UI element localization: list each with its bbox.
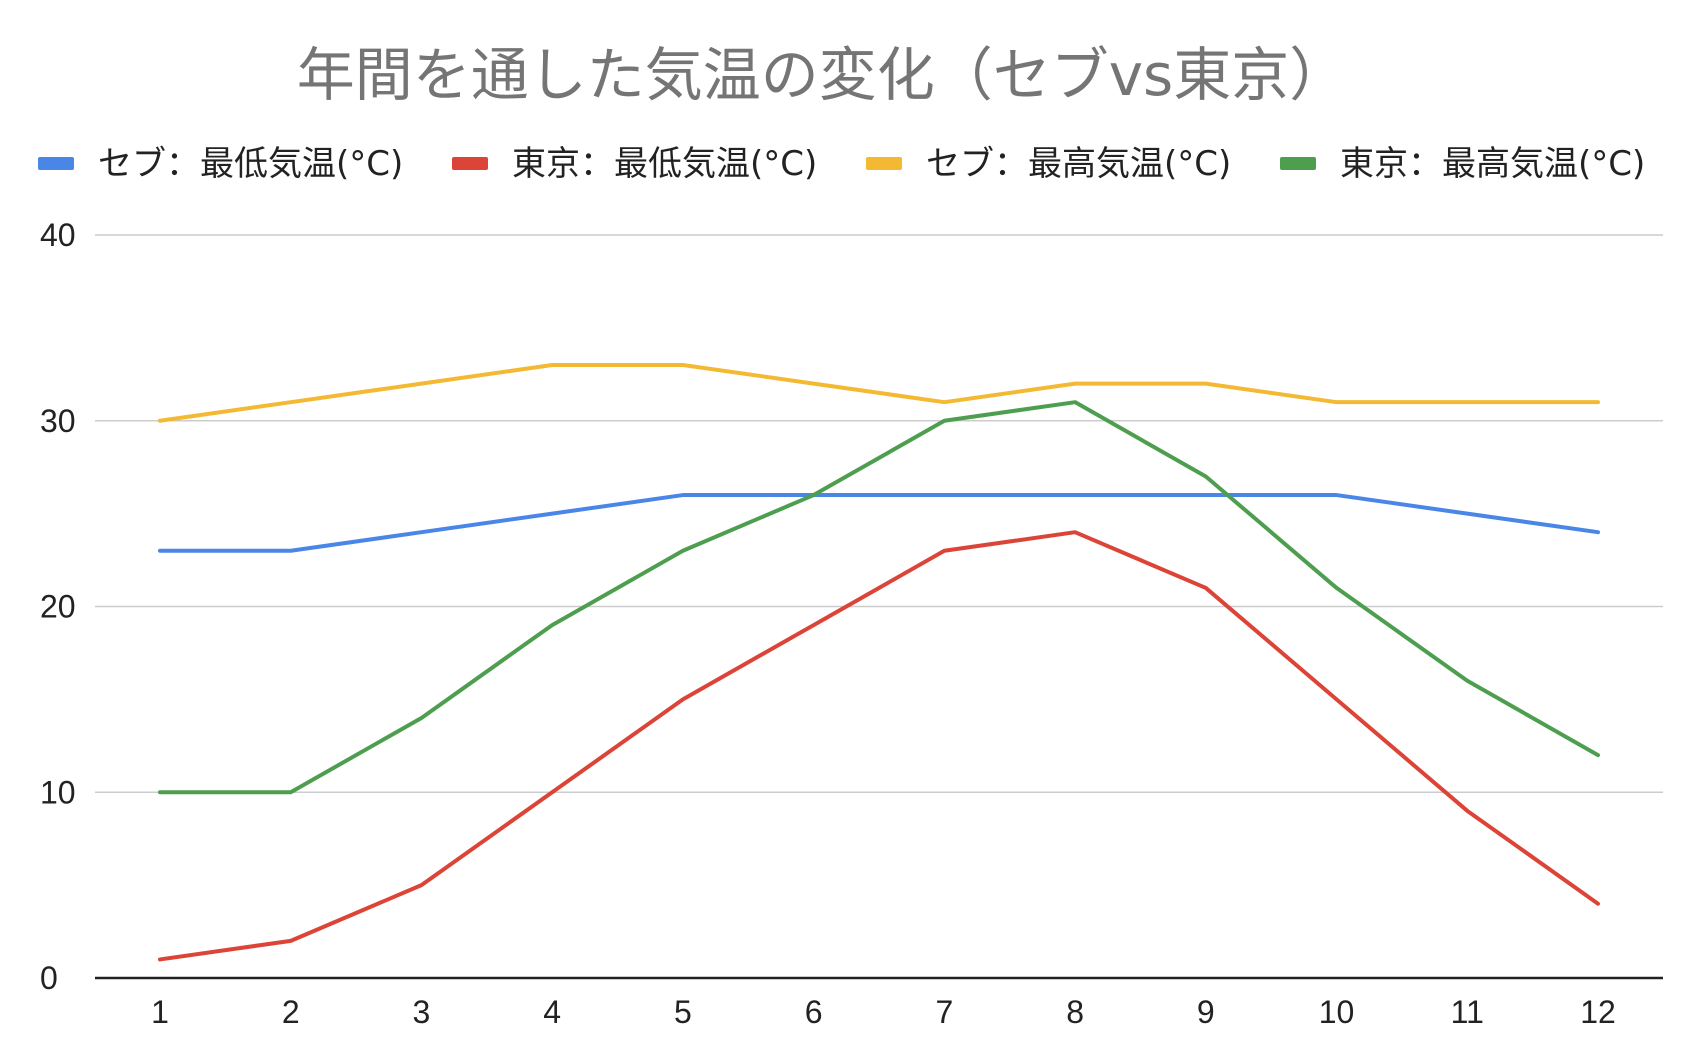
series-line-2[interactable] — [158, 530, 1600, 962]
legend-item[interactable]: 東京：最高気温(°C) — [1280, 144, 1645, 184]
y-tick-label: 40 — [40, 217, 76, 253]
x-tick-label: 7 — [935, 994, 953, 1030]
y-axis-tick-labels: 0 10 20 30 40 — [40, 217, 76, 996]
x-tick-label: 1 — [151, 994, 169, 1030]
legend-label: 東京：最高気温(°C) — [1340, 144, 1645, 184]
x-tick-label: 4 — [543, 994, 561, 1030]
legend-label: 東京：最低気温(°C) — [512, 144, 817, 184]
y-tick-label: 0 — [40, 960, 58, 996]
legend-swatch — [1280, 157, 1316, 170]
chart-title: 年間を通した気温の変化（セブvs東京） — [297, 41, 1348, 109]
x-tick-label: 5 — [674, 994, 692, 1030]
x-tick-label: 9 — [1197, 994, 1215, 1030]
x-tick-label: 3 — [413, 994, 431, 1030]
x-tick-label: 8 — [1066, 994, 1084, 1030]
legend-item[interactable]: セブ：最低気温(°C) — [38, 144, 403, 184]
series-line-3[interactable] — [158, 363, 1600, 423]
legend: セブ：最低気温(°C) 東京：最低気温(°C) セブ：最高気温(°C) 東京：最高気温… — [38, 144, 1645, 184]
x-axis-tick-labels: 1 2 3 4 5 6 7 8 9 10 11 12 — [151, 994, 1616, 1030]
series-line-1[interactable] — [158, 493, 1600, 553]
legend-label: セブ：最低気温(°C) — [98, 144, 403, 184]
x-tick-label: 12 — [1580, 994, 1616, 1030]
y-tick-label: 30 — [40, 403, 76, 439]
legend-swatch — [452, 157, 488, 170]
legend-item[interactable]: セブ：最高気温(°C) — [866, 144, 1231, 184]
gridlines — [95, 234, 1663, 980]
x-tick-label: 2 — [282, 994, 300, 1030]
y-tick-label: 20 — [40, 589, 76, 625]
series-lines — [158, 363, 1600, 962]
x-tick-label: 6 — [805, 994, 823, 1030]
y-tick-label: 10 — [40, 774, 76, 810]
x-tick-label: 10 — [1319, 994, 1355, 1030]
x-tick-label: 11 — [1451, 994, 1484, 1030]
legend-swatch — [866, 157, 902, 170]
series-line-4[interactable] — [158, 400, 1600, 795]
legend-swatch — [38, 157, 74, 170]
legend-item[interactable]: 東京：最低気温(°C) — [452, 144, 817, 184]
legend-label: セブ：最高気温(°C) — [926, 144, 1231, 184]
